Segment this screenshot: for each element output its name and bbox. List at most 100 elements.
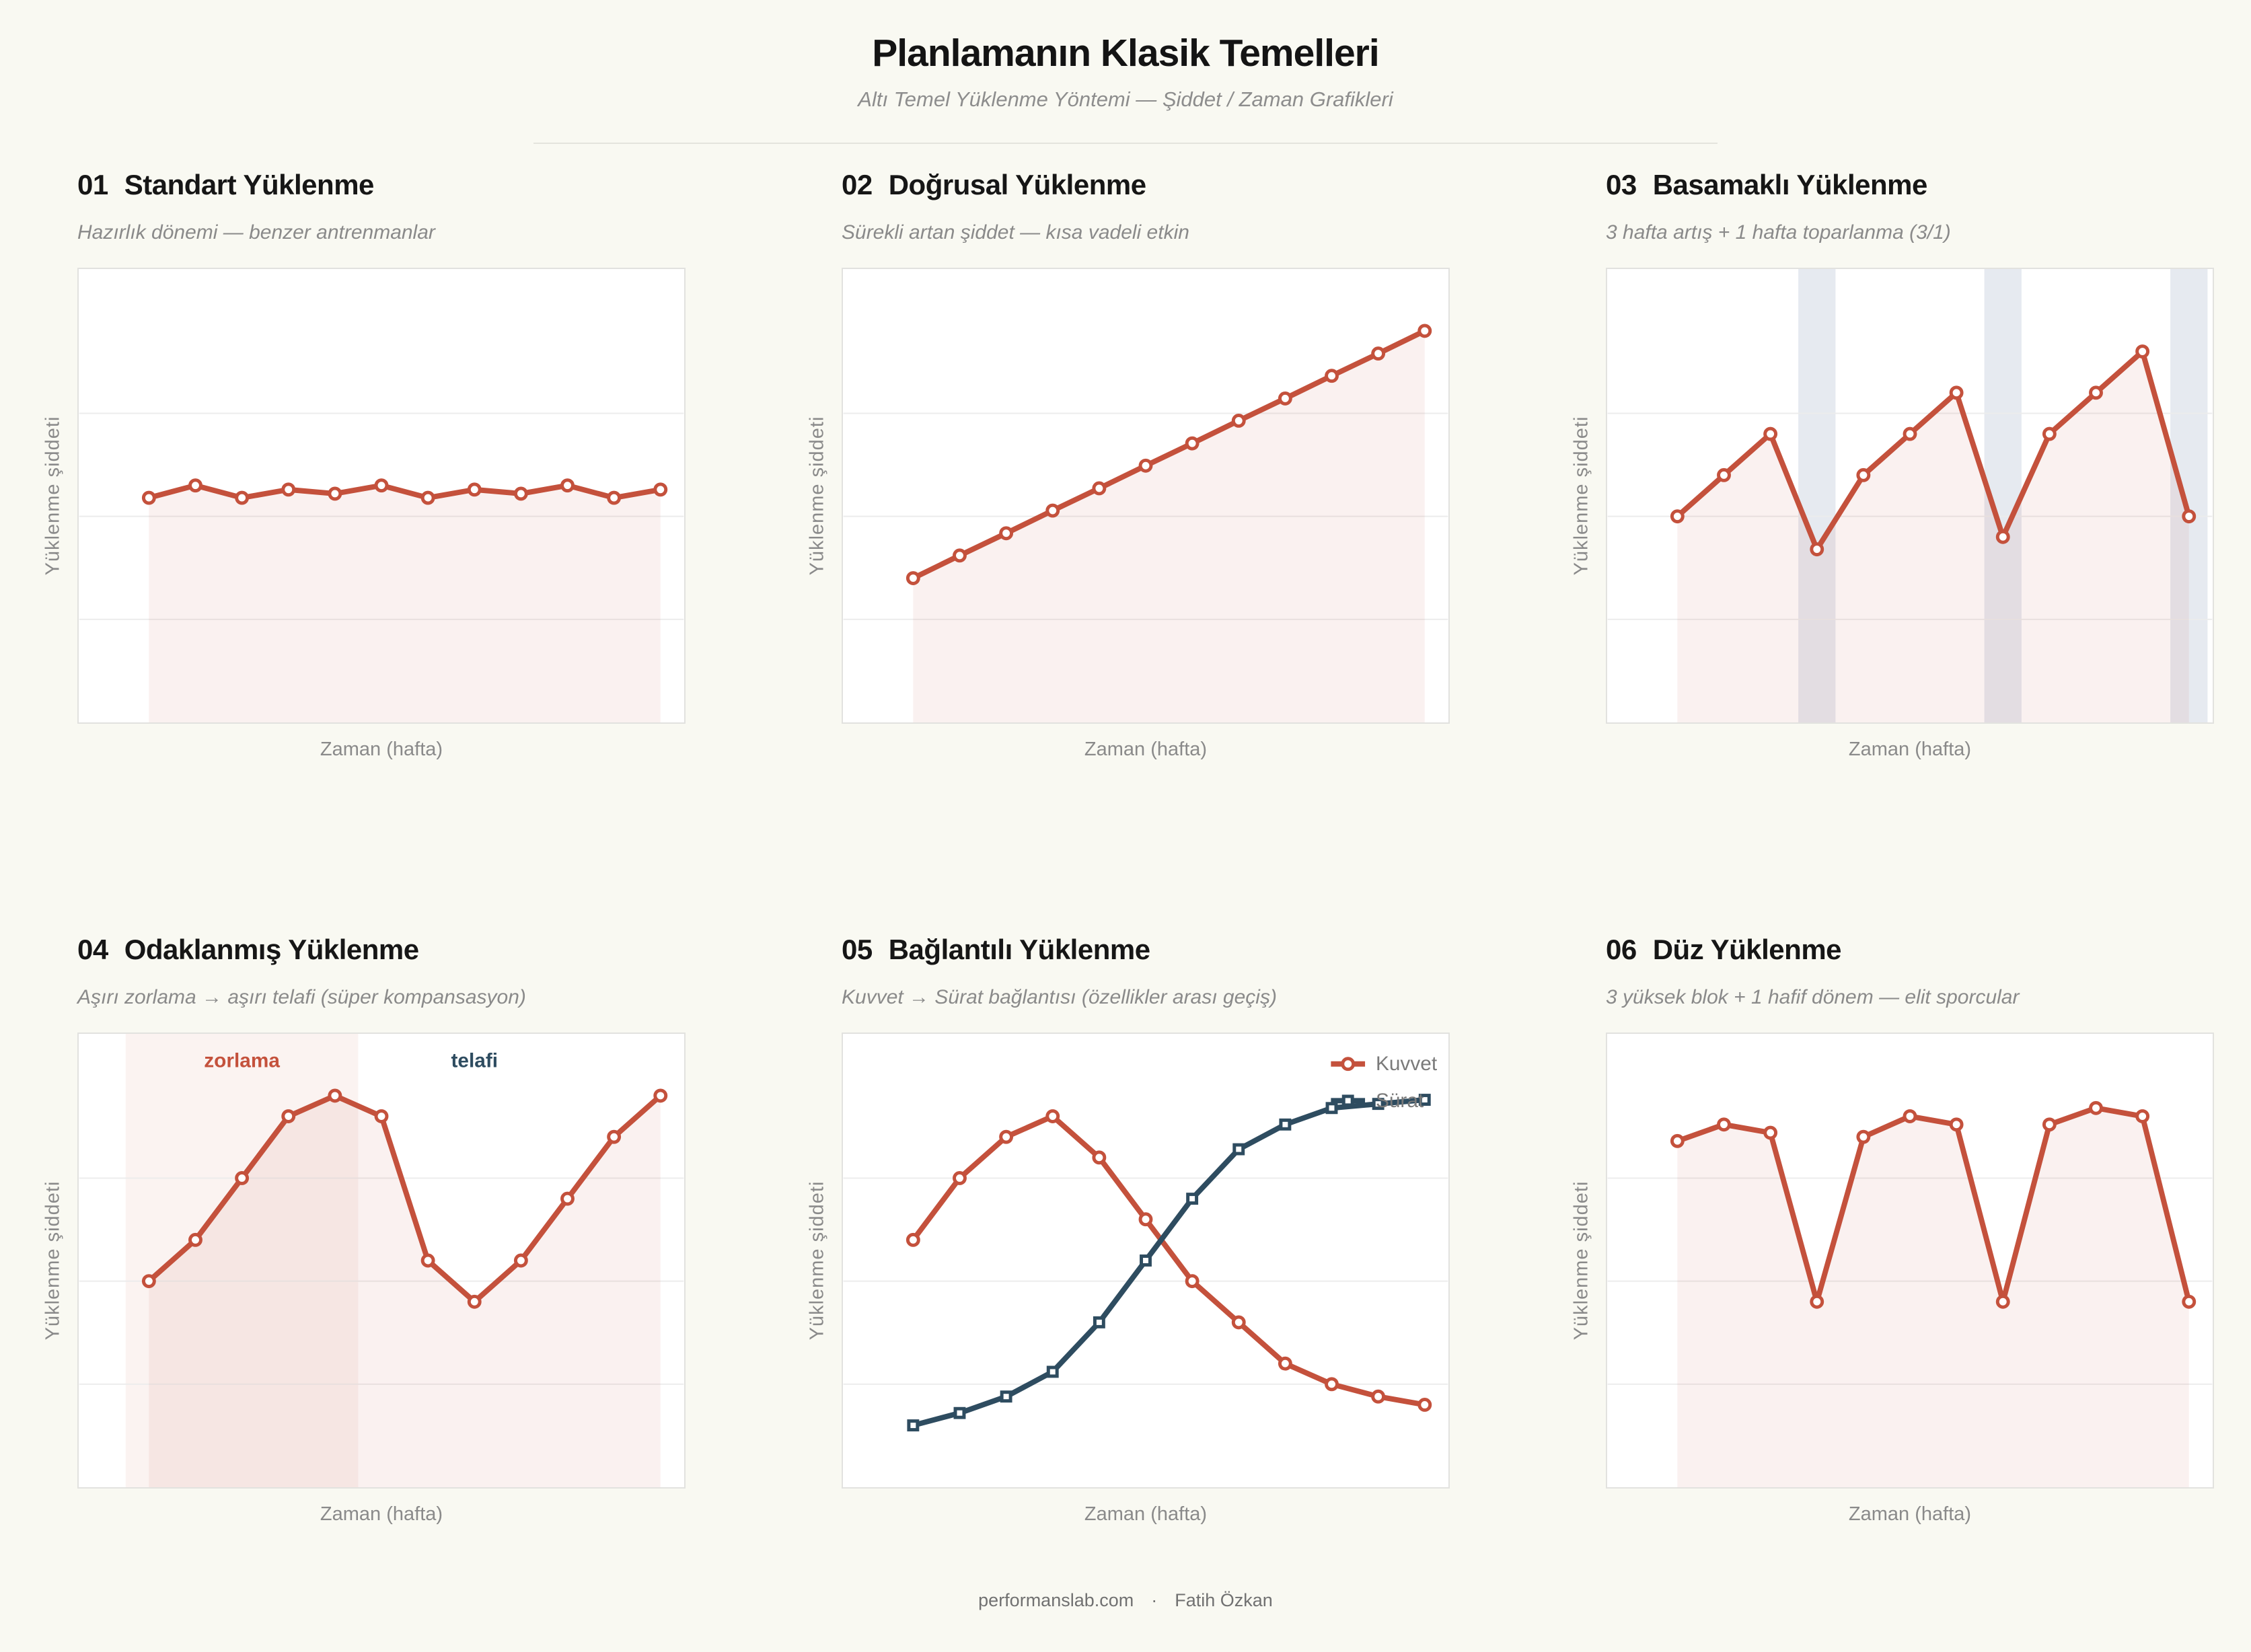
series-line-yuklenme <box>910 328 1428 581</box>
legend-label: Kuvvet <box>1376 1053 1438 1076</box>
data-point-marker-kuvvet <box>1371 1390 1386 1404</box>
data-point-marker-yuklenme <box>607 490 622 505</box>
chart-title: Düz Yüklenme <box>1652 934 1842 966</box>
chart-title: Odaklanmış Yüklenme <box>124 934 419 966</box>
data-point-marker-yuklenme <box>1949 1117 1964 1132</box>
data-point-marker-yuklenme <box>1185 436 1200 451</box>
chart-subtitle: 3 hafta artış + 1 hafta toparlanma (3/1) <box>1606 221 1951 244</box>
data-point-marker-surat <box>1372 1098 1385 1111</box>
chart-cell-01-standart-yuklenme: 01 Standart Yüklenme Hazırlık dönemi — b… <box>42 169 686 761</box>
footer-author: Fatih Özkan <box>1175 1590 1273 1611</box>
chart-cell-06-duz-yuklenme: 06 Düz Yüklenme 3 yüksek blok + 1 hafif … <box>1571 934 2214 1526</box>
plot-area <box>842 268 1450 724</box>
chart-subtitle: Kuvvet → Sürat bağlantısı (özellikler ar… <box>842 986 1277 1009</box>
data-point-marker-kuvvet <box>953 1171 967 1186</box>
data-point-marker-yuklenme <box>281 1109 296 1124</box>
y-axis-label: Yüklenme şiddeti <box>1570 1180 1592 1341</box>
chart-cell-04-odaklanmis-yuklenme: 04 Odaklanmış Yüklenme Aşırı zorlama → a… <box>42 934 686 1526</box>
plot-area: zorlama telafi <box>77 1032 686 1489</box>
data-point-marker-yuklenme <box>1810 1295 1824 1310</box>
chart-panel: Yüklenme şiddeti <box>807 268 1450 724</box>
data-point-marker-yuklenme <box>2089 1101 2103 1116</box>
page-subtitle: Altı Temel Yüklenme Yöntemi — Şiddet / Z… <box>858 87 1393 111</box>
data-point-marker-yuklenme <box>1325 369 1339 383</box>
chart-subtitle: 3 yüksek blok + 1 hafif dönem — elit spo… <box>1606 986 2020 1009</box>
data-point-marker-surat <box>1046 1365 1059 1378</box>
data-point-marker-yuklenme <box>1278 391 1292 406</box>
data-point-marker-yuklenme <box>653 482 668 497</box>
chart-number: 05 <box>842 934 873 966</box>
data-point-marker-yuklenme <box>1717 1117 1731 1132</box>
data-point-marker-yuklenme <box>2042 1117 2057 1132</box>
chart-number: 02 <box>842 169 873 200</box>
x-axis-label: Zaman (hafta) <box>1084 739 1208 761</box>
data-point-marker-surat <box>1232 1143 1245 1156</box>
data-point-marker-yuklenme <box>560 1192 575 1206</box>
chart-title: Bağlantılı Yüklenme <box>888 934 1150 966</box>
chart-number: 01 <box>77 169 108 200</box>
data-point-marker-yuklenme <box>1670 509 1685 524</box>
data-point-marker-yuklenme <box>2135 1109 2150 1124</box>
chart-panel: Yüklenme şiddeti <box>1571 1032 2214 1489</box>
data-point-marker-yuklenme <box>906 571 920 586</box>
data-point-marker-yuklenme <box>467 482 482 497</box>
data-point-marker-kuvvet <box>906 1233 920 1248</box>
data-point-marker-kuvvet <box>1138 1212 1153 1227</box>
legend-entry-surat: Sürat <box>1331 1090 1424 1112</box>
data-point-marker-yuklenme <box>188 478 202 493</box>
data-point-marker-yuklenme <box>141 1274 156 1289</box>
series-line-kuvvet <box>910 1113 1428 1408</box>
area-fill-yuklenme <box>1677 351 2189 723</box>
chart-header: 04 Odaklanmış Yüklenme <box>77 934 686 965</box>
data-point-marker-yuklenme <box>513 1253 528 1268</box>
legend: Kuvvet Sürat <box>1331 1053 1438 1112</box>
y-axis-label: Yüklenme şiddeti <box>42 1180 64 1341</box>
chart-panel: Yüklenme şiddeti zorlama telafi <box>42 1032 686 1489</box>
data-point-marker-yuklenme <box>235 490 250 505</box>
band-zorlama-bolgesi <box>125 1034 359 1488</box>
data-point-marker-yuklenme <box>1231 414 1246 428</box>
legend-entry-kuvvet: Kuvvet <box>1331 1053 1438 1076</box>
area-fill-yuklenme <box>1677 1108 2189 1488</box>
data-point-marker-yuklenme <box>2089 385 2103 400</box>
data-point-marker-surat <box>1186 1193 1199 1205</box>
page-footer: performanslab.com · Fatih Özkan <box>0 1590 2251 1611</box>
data-point-marker-yuklenme <box>374 478 389 493</box>
data-point-marker-yuklenme <box>2042 426 2057 441</box>
data-point-marker-yuklenme <box>188 1233 202 1248</box>
data-point-marker-surat <box>907 1419 920 1432</box>
chart-header: 01 Standart Yüklenme <box>77 169 686 200</box>
data-point-marker-kuvvet <box>1045 1109 1060 1124</box>
x-axis-label: Zaman (hafta) <box>320 739 443 761</box>
y-axis-label: Yüklenme şiddeti <box>806 1180 828 1341</box>
data-point-marker-yuklenme <box>1903 1109 1917 1124</box>
data-point-marker-surat <box>1140 1254 1152 1267</box>
chart-subtitle: Hazırlık dönemi — benzer antrenmanlar <box>77 221 435 244</box>
data-point-marker-yuklenme <box>1856 468 1871 482</box>
chart-subtitle: Sürekli artan şiddet — kısa vadeli etkin <box>842 221 1189 244</box>
data-point-marker-yuklenme <box>1371 346 1386 361</box>
area-fill-yuklenme <box>913 331 1425 723</box>
data-point-marker-yuklenme <box>1995 1295 2010 1310</box>
chart-title: Standart Yüklenme <box>124 169 375 200</box>
x-axis-label: Zaman (hafta) <box>1084 1503 1208 1526</box>
legend-marker <box>1341 1057 1356 1072</box>
footer-separator: · <box>1151 1590 1158 1611</box>
data-point-marker-yuklenme <box>420 1253 435 1268</box>
y-axis-label: Yüklenme şiddeti <box>42 416 64 576</box>
chart-header: 06 Düz Yüklenme <box>1606 934 2214 965</box>
chart-number: 03 <box>1606 169 1637 200</box>
series-line-surat <box>910 1097 1428 1429</box>
legend-marker <box>1341 1094 1354 1107</box>
data-point-marker-yuklenme <box>1670 1134 1685 1149</box>
data-point-marker-yuklenme <box>1949 385 1964 400</box>
series-line-yuklenme <box>146 1093 663 1305</box>
data-point-marker-surat <box>953 1407 966 1420</box>
page-header: Planlamanın Klasik Temelleri Altı Temel … <box>0 31 2251 144</box>
chart-title: Basamaklı Yüklenme <box>1652 169 1928 200</box>
chart-number: 06 <box>1606 934 1637 966</box>
data-point-marker-surat <box>1000 1390 1012 1403</box>
data-point-marker-yuklenme <box>420 490 435 505</box>
chart-subtitle: Aşırı zorlama → aşırı telafi (süper komp… <box>77 986 526 1009</box>
